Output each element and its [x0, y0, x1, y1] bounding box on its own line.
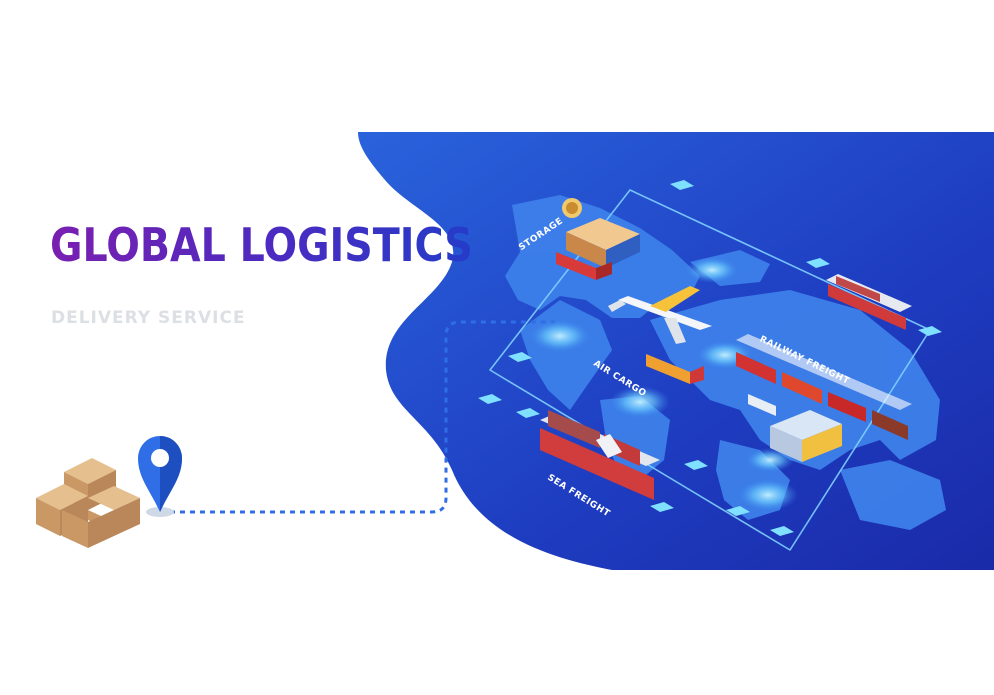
boxes-icon — [36, 458, 140, 548]
factory-icon — [770, 410, 842, 462]
small-truck-icon — [748, 394, 776, 416]
page-title: GLOBAL LOGISTICS — [50, 218, 473, 272]
warehouse-icon — [562, 198, 640, 268]
train-icon — [736, 334, 912, 440]
airplane-icon — [608, 286, 712, 344]
fuel-truck-icon — [646, 354, 704, 384]
route-arrows — [478, 180, 942, 536]
ship-icon — [826, 274, 912, 330]
location-pin-icon — [138, 436, 182, 517]
page-subtitle: DELIVERY SERVICE — [51, 308, 246, 328]
container-ship-icon — [540, 410, 660, 500]
truck-icon — [556, 252, 612, 280]
delivery-route-dots — [160, 320, 555, 514]
